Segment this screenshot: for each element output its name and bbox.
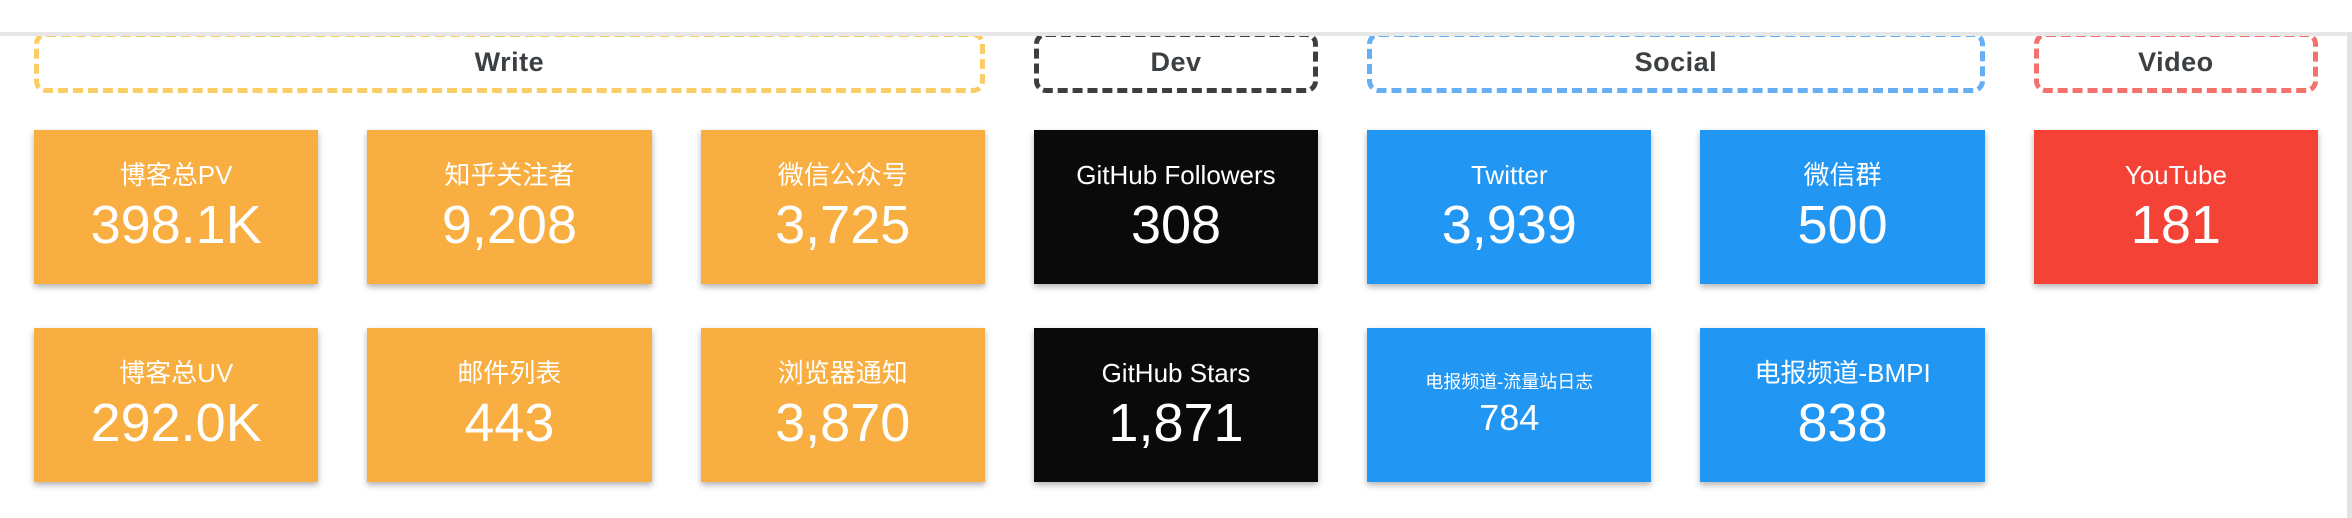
stat-card-title: 微信群: [1803, 160, 1882, 190]
stat-card-value: 500: [1797, 195, 1888, 255]
stat-card-title: GitHub Stars: [1101, 358, 1251, 388]
stat-card-title: 电报频道-BMPI: [1754, 358, 1931, 388]
group-header-social-label: Social: [1634, 47, 1718, 77]
stat-card-browser-notifications[interactable]: 浏览器通知 3,870: [700, 328, 985, 482]
stat-card-value: 181: [2130, 195, 2221, 255]
stat-card-zhihu-followers[interactable]: 知乎关注者 9,208: [367, 130, 652, 284]
stat-card-value: 398.1K: [90, 195, 262, 255]
stat-card-title: GitHub Followers: [1076, 160, 1276, 190]
stat-card-title: 微信公众号: [777, 160, 908, 190]
stat-cards-row-2: 博客总UV 292.0K 邮件列表 443 浏览器通知 3,870 GitHub…: [0, 328, 2352, 482]
group-header-social: Social: [1367, 32, 1985, 93]
group-header-write: Write: [34, 32, 985, 93]
group-headers-row: Write Dev Social Video: [0, 32, 2352, 93]
stat-card-title: 电报频道-流量站日志: [1425, 372, 1594, 392]
stat-card-wechat-official-account[interactable]: 微信公众号 3,725: [700, 130, 985, 284]
stat-card-title: 邮件列表: [457, 358, 562, 388]
stat-card-value: 292.0K: [90, 393, 262, 453]
group-header-dev-label: Dev: [1150, 47, 1202, 77]
stat-card-mailing-list[interactable]: 邮件列表 443: [367, 328, 652, 482]
group-header-video-label: Video: [2138, 47, 2214, 77]
stat-card-title: 浏览器通知: [777, 358, 908, 388]
stat-card-value: 3,939: [1441, 195, 1577, 255]
stat-card-value: 443: [464, 393, 555, 453]
scrollbar-track[interactable]: [2347, 32, 2352, 518]
stat-card-title: YouTube: [2124, 160, 2227, 190]
stat-card-blog-pv[interactable]: 博客总PV 398.1K: [34, 130, 319, 284]
stat-card-title: Twitter: [1470, 160, 1548, 190]
stat-card-value: 784: [1479, 397, 1540, 438]
stat-card-wechat-group[interactable]: 微信群 500: [1700, 130, 1985, 284]
stat-card-title: 博客总UV: [119, 358, 234, 388]
stat-card-title: 知乎关注者: [444, 160, 575, 190]
stat-card-github-followers[interactable]: GitHub Followers 308: [1033, 130, 1319, 284]
stat-card-title: 博客总PV: [119, 160, 233, 190]
stat-card-value: 838: [1797, 393, 1888, 453]
stat-card-youtube[interactable]: YouTube 181: [2033, 130, 2318, 284]
stat-card-github-stars[interactable]: GitHub Stars 1,871: [1033, 328, 1319, 482]
stat-card-telegram-bmpi[interactable]: 电报频道-BMPI 838: [1700, 328, 1985, 482]
group-header-write-label: Write: [474, 47, 545, 77]
top-divider: [0, 32, 2352, 36]
stat-card-value: 3,725: [775, 195, 911, 255]
group-header-dev: Dev: [1033, 32, 1319, 93]
stat-card-blog-uv[interactable]: 博客总UV 292.0K: [34, 328, 319, 482]
stat-card-value: 308: [1130, 195, 1222, 255]
stat-card-value: 3,870: [775, 393, 911, 453]
stat-card-value: 1,871: [1108, 393, 1244, 453]
stat-card-telegram-traffic-log[interactable]: 电报频道-流量站日志 784: [1367, 328, 1652, 482]
stat-card-twitter[interactable]: Twitter 3,939: [1367, 130, 1652, 284]
group-header-video: Video: [2033, 32, 2318, 93]
stat-card-value: 9,208: [441, 195, 577, 255]
stat-cards-row-1: 博客总PV 398.1K 知乎关注者 9,208 微信公众号 3,725 Git…: [0, 130, 2352, 284]
stats-dashboard: Write Dev Social Video 博客总PV 398.1K 知乎关注…: [0, 32, 2352, 518]
